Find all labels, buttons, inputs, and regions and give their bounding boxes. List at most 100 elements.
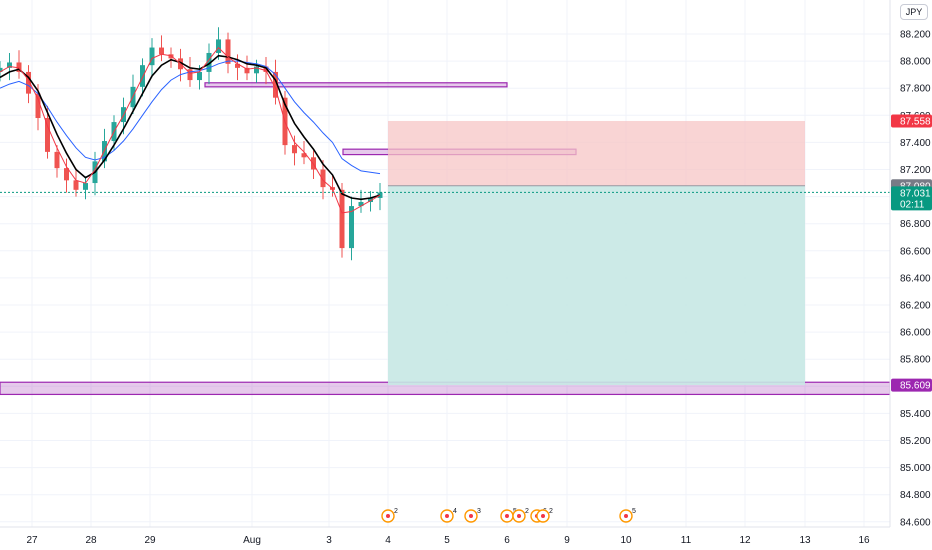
time-tick-label: 11 [681, 535, 692, 546]
candle-body [225, 39, 231, 64]
time-tick-label: 29 [144, 535, 156, 546]
time-tick-label: 3 [326, 535, 332, 546]
candle-body [83, 183, 88, 190]
candle-body [292, 145, 297, 154]
event-dot-icon [445, 514, 449, 518]
candle-body [244, 67, 250, 74]
price-tag [891, 186, 932, 211]
time-tick-label: 10 [620, 535, 632, 546]
price-tick-label: 87.800 [900, 84, 931, 95]
time-tick-label: 4 [385, 535, 391, 546]
candle-body [254, 66, 259, 74]
price-tick-label: 85.000 [900, 463, 931, 474]
event-count: 4 [453, 508, 457, 515]
price-tick-label: 86.600 [900, 246, 931, 257]
candle-body [26, 71, 31, 94]
event-flag-icon[interactable]: 4 [440, 508, 457, 523]
event-flag-icon[interactable]: 3 [464, 508, 481, 523]
candle-body [64, 168, 69, 181]
price-tick-label: 85.200 [900, 436, 931, 447]
candle-body [159, 47, 164, 55]
candle-body [7, 62, 12, 68]
countdown-label: 02:11 [900, 199, 925, 210]
event-dot-icon [541, 514, 545, 518]
price-tick-label: 86.000 [900, 328, 931, 339]
time-tick-label: Aug [243, 535, 261, 546]
event-dot-icon [505, 514, 509, 518]
price-tick-label: 87.400 [900, 138, 931, 149]
event-flag-icon[interactable]: 5 [619, 508, 636, 523]
price-tag-label: 85.609 [900, 381, 931, 392]
price-tick-label: 87.200 [900, 165, 931, 176]
candle-body [0, 67, 3, 72]
currency-button[interactable]: JPY [900, 4, 928, 20]
candlestick-series [0, 27, 383, 261]
candle-body [73, 180, 79, 190]
short-position-tool [388, 120, 805, 386]
candle-body [339, 189, 345, 249]
price-tag-label: 87.031 [900, 188, 931, 199]
ma-mid-line [0, 54, 381, 201]
price-tick-label: 84.600 [900, 517, 931, 528]
event-count: 5 [632, 508, 636, 515]
candle-body [206, 52, 212, 72]
support-resistance-zone [204, 82, 508, 88]
candle-body [140, 65, 145, 87]
time-tick-label: 9 [564, 535, 570, 546]
price-tick-label: 85.800 [900, 355, 931, 366]
candle-body [216, 39, 221, 53]
price-tick-label: 86.800 [900, 219, 931, 230]
candle-body [368, 197, 373, 203]
time-tick-label: 13 [799, 535, 811, 546]
candle-body [349, 206, 354, 249]
time-tick-label: 12 [739, 535, 751, 546]
ma-slow-line [0, 60, 381, 175]
event-count: 2 [549, 508, 553, 515]
price-tag-label: 87.558 [900, 116, 931, 127]
moving-average-lines [0, 46, 381, 214]
price-tick-label: 84.800 [900, 490, 931, 501]
price-tag [891, 378, 932, 392]
candle-body [301, 153, 307, 158]
candle-body [235, 63, 240, 68]
event-flag-icon[interactable]: 2 [512, 508, 529, 523]
price-tick-label: 86.200 [900, 301, 931, 312]
price-tick-label: 86.400 [900, 273, 931, 284]
time-tick-label: 5 [444, 535, 450, 546]
price-tick-label: 85.400 [900, 409, 931, 420]
candle-body [358, 202, 364, 207]
candle-body [35, 93, 41, 119]
time-axis: 27 28 29 Aug 3 4 5 6 9 10 11 12 13 16 [26, 535, 870, 546]
time-tick-label: 27 [26, 535, 38, 546]
time-tick-label: 16 [858, 535, 870, 546]
event-flag-icon[interactable]: 2 [381, 508, 398, 523]
stop-loss-zone [388, 120, 805, 186]
ma-fast-line [0, 46, 381, 214]
candle-body [168, 54, 174, 59]
event-flag-icon[interactable]: 2 [536, 508, 553, 523]
candle-body [54, 151, 60, 169]
candle-body [187, 69, 193, 81]
time-tick-label: 6 [504, 535, 510, 546]
price-tick-label: 88.000 [900, 57, 931, 68]
price-tag [891, 114, 932, 128]
event-count: 2 [525, 508, 529, 515]
candle-body [320, 169, 326, 188]
candle-body [45, 118, 50, 152]
time-axis-background [0, 527, 932, 550]
event-dot-icon [624, 514, 628, 518]
event-dot-icon [517, 514, 521, 518]
candle-body [263, 66, 269, 72]
price-axis-background [890, 0, 932, 527]
candle-body [197, 71, 202, 81]
candle-body [16, 62, 22, 72]
candle-body [273, 71, 278, 98]
event-dot-icon [386, 514, 390, 518]
event-count: 3 [477, 508, 481, 515]
time-tick-label: 28 [85, 535, 97, 546]
candle-body [149, 47, 155, 66]
event-count: 2 [394, 508, 398, 515]
take-profit-zone [388, 185, 805, 386]
